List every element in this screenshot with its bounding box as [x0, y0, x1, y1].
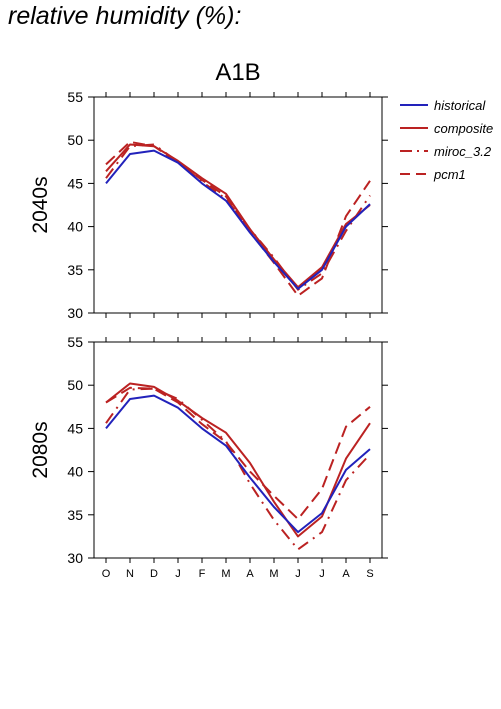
x-tick-label: J — [295, 568, 301, 580]
legend-label: miroc_3.2 — [434, 144, 492, 159]
y-tick-label: 40 — [67, 464, 83, 480]
x-tick-label: J — [175, 568, 181, 580]
figure-title: relative humidity (%): — [8, 2, 242, 30]
x-tick-label: S — [366, 568, 373, 580]
y-tick-label: 35 — [67, 507, 83, 523]
series-line-pcm1 — [105, 140, 371, 297]
y-tick-label: 45 — [67, 175, 83, 191]
series-line-historical — [105, 149, 371, 290]
x-tick-label: M — [221, 568, 230, 580]
x-tick-label: F — [199, 568, 206, 580]
x-tick-label: D — [150, 568, 158, 580]
series-line-composite — [105, 382, 371, 538]
y-tick-label: 50 — [67, 377, 83, 393]
chart-title: A1B — [215, 59, 260, 86]
panel-label: 2080s — [29, 421, 52, 478]
series-line-historical — [105, 394, 371, 534]
series-line-miroc_3.2 — [105, 143, 371, 291]
panel-label: 2040s — [29, 176, 52, 233]
x-tick-label: N — [126, 568, 134, 580]
legend-label: composite — [434, 121, 493, 136]
x-tick-label: A — [246, 568, 254, 580]
x-tick-label: A — [342, 568, 350, 580]
y-tick-label: 35 — [67, 262, 83, 278]
x-tick-label: O — [102, 568, 111, 580]
chart-panels: 30 35 40 45 50 55 2040s 30 35 40 45 50 55 O N D J F M A M J J A… — [29, 89, 388, 580]
y-tick-label: 30 — [67, 550, 83, 566]
y-tick-label: 50 — [67, 132, 83, 148]
series-line-miroc_3.2 — [105, 387, 371, 551]
x-tick-label: M — [269, 568, 278, 580]
y-tick-label: 40 — [67, 219, 83, 235]
y-tick-label: 55 — [67, 334, 83, 350]
series-line-pcm1 — [105, 386, 371, 521]
y-tick-label: 30 — [67, 305, 83, 321]
x-tick-label: J — [319, 568, 325, 580]
panel-2080s: 30 35 40 45 50 55 O N D J F M A M J J A S 2080s — [29, 334, 388, 580]
plot-frame — [93, 341, 383, 559]
chart-legend: historical composite miroc_3.2 pcm1 — [400, 98, 493, 182]
plot-frame — [93, 96, 383, 314]
panel-2040s: 30 35 40 45 50 55 2040s — [29, 89, 388, 321]
legend-label: historical — [434, 98, 486, 113]
series-line-composite — [105, 143, 371, 289]
y-tick-label: 55 — [67, 89, 83, 105]
y-tick-label: 45 — [67, 420, 83, 436]
legend-label: pcm1 — [433, 167, 466, 182]
